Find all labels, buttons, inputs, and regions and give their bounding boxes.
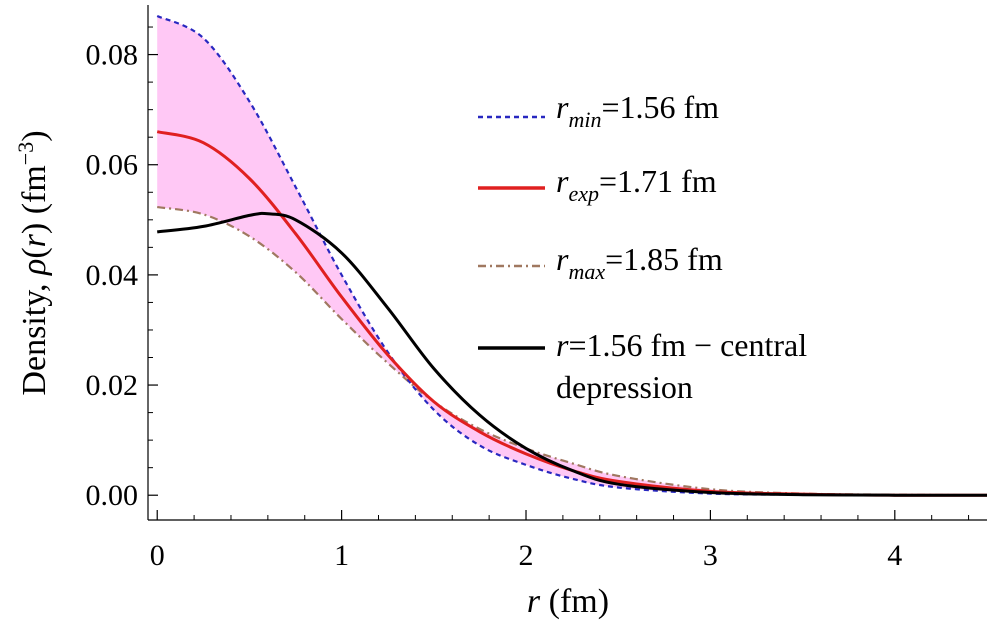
- y-tick-label: 0.02: [86, 369, 139, 402]
- y-tick-label: 0.06: [86, 149, 139, 182]
- y-tick-label: 0.00: [86, 479, 139, 512]
- ticks-layer: 0 1 2 3 4 0.00 0.02 0.04 0.06 0.08: [86, 26, 970, 572]
- axes-layer: [147, 5, 987, 521]
- x-tick-label: 4: [887, 539, 902, 572]
- legend-label-r-exp: rexp=1.71 fm: [556, 163, 717, 206]
- legend-item-r-central: r=1.56 fm − central depression: [478, 327, 807, 405]
- legend-item-r-exp: rexp=1.71 fm: [478, 163, 717, 206]
- y-tick-label: 0.04: [86, 259, 139, 292]
- uncertainty-band: [157, 16, 987, 496]
- x-axis-title: r (fm): [527, 583, 609, 620]
- series-line-r-max: [157, 206, 987, 497]
- series-line-r-central: [157, 211, 987, 497]
- y-tick-label: 0.08: [86, 39, 139, 72]
- legend-label-r-central: r=1.56 fm − central: [556, 327, 807, 363]
- x-tick-label: 1: [334, 539, 349, 572]
- x-tick-label: 0: [150, 539, 165, 572]
- y-axis-title: Density, ρ(r) (fm−3): [13, 130, 54, 395]
- x-tick-label: 2: [519, 539, 534, 572]
- legend-label-r-min: rmin=1.56 fm: [556, 89, 719, 132]
- uncertainty-band-layer: [157, 16, 987, 496]
- legend-item-r-min: rmin=1.56 fm: [478, 89, 719, 132]
- legend-label-r-central-line2: depression: [556, 369, 693, 405]
- legend: rmin=1.56 fm rexp=1.71 fm rmax=1.85 fm r…: [478, 89, 807, 405]
- legend-label-r-max: rmax=1.85 fm: [556, 241, 723, 284]
- series-layer: [156, 14, 987, 497]
- x-tick-label: 3: [703, 539, 718, 572]
- legend-item-r-max: rmax=1.85 fm: [478, 241, 723, 284]
